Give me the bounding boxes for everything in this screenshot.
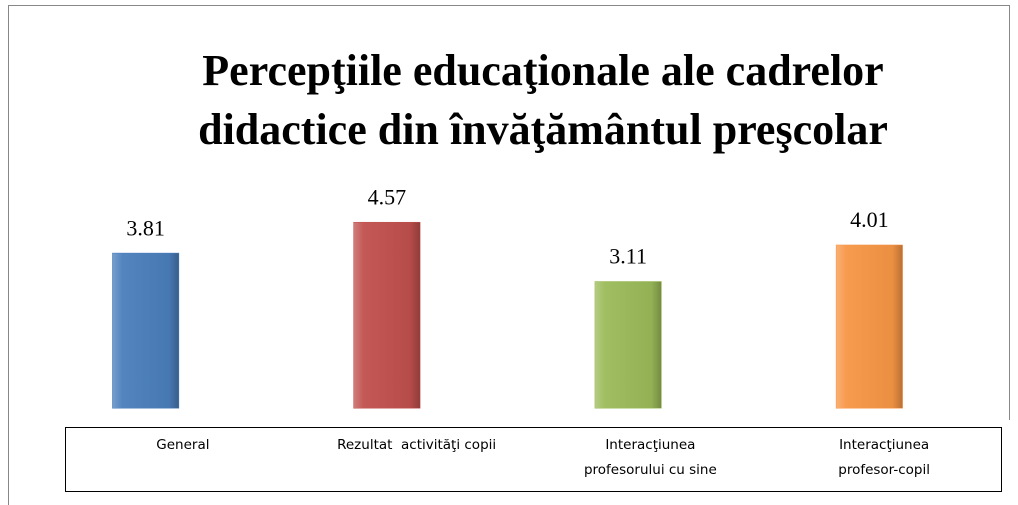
value-label: 3.11 — [609, 244, 647, 269]
bar-shade — [836, 245, 903, 408]
x-tick-label: Rezultat activităţi copii — [337, 437, 497, 453]
chart-title: Percepţiile educaţionale ale cadrelor did… — [198, 46, 888, 154]
value-label: 3.81 — [126, 215, 165, 240]
bar-shade — [112, 253, 179, 408]
bar-shade — [353, 222, 420, 408]
chart-frame — [8, 5, 1010, 505]
x-tick-label: General — [156, 437, 210, 453]
x-tick-label: Interacţiunea profesorului cu sine — [583, 437, 717, 478]
value-label: 4.01 — [850, 207, 889, 232]
value-label: 4.57 — [368, 184, 407, 209]
x-tick-label: Interacţiunea profesor-copil — [838, 437, 930, 478]
category-axis: General Rezultat activităţi copii Interacţ… — [65, 427, 1002, 492]
bar-shade — [595, 281, 662, 408]
